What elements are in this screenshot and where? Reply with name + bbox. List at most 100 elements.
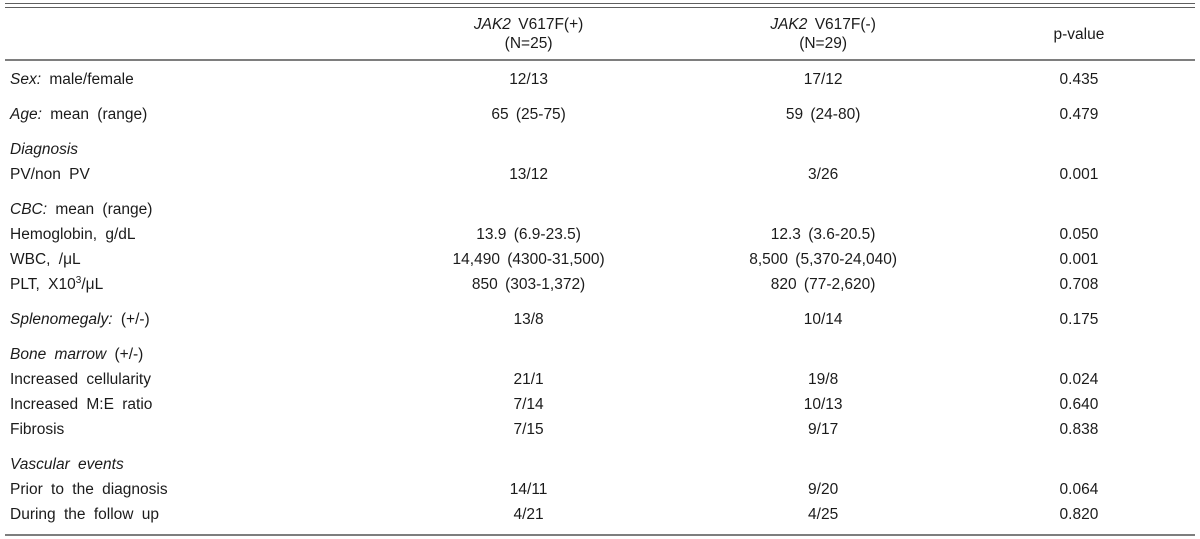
table-row-hemoglobin: Hemoglobin, g/dL 13.9 (6.9-23.5) 12.3 (3… — [5, 222, 1195, 247]
value-jak2-negative: 17/12 — [803, 71, 843, 88]
value-jak2-negative: 8,500 (5,370-24,040) — [749, 251, 897, 268]
table-body: Sex: male/female 12/13 17/12 0.435 Age: … — [5, 61, 1195, 534]
value-pvalue: 0.175 — [1059, 311, 1099, 328]
header-jak2-negative-n: (N=29) — [799, 35, 847, 52]
value-jak2-positive — [374, 452, 683, 477]
gene-name-italic: JAK2 — [770, 16, 808, 33]
table-header-row: JAK2 V617F(+) (N=25) JAK2 V617F(-) (N=29… — [5, 8, 1195, 59]
value-jak2-positive: 21/1 — [513, 371, 544, 388]
value-pvalue: 0.838 — [1059, 421, 1099, 438]
row-label: Prior to the diagnosis — [5, 477, 374, 502]
table-row-prior-to-diagnosis: Prior to the diagnosis 14/11 9/20 0.064 — [5, 477, 1195, 502]
row-label: PV/non PV — [5, 162, 374, 187]
value-jak2-negative: 9/20 — [808, 481, 839, 498]
value-jak2-positive: 13/12 — [509, 166, 548, 183]
value-pvalue: 0.001 — [1059, 251, 1099, 268]
row-label: WBC, /μL — [5, 247, 374, 272]
row-label-text: mean (range) — [47, 201, 153, 218]
value-pvalue — [963, 342, 1195, 367]
value-jak2-negative — [683, 137, 963, 162]
row-label-italic: Diagnosis — [10, 141, 79, 158]
header-jak2-negative-title: JAK2 V617F(-) — [683, 15, 963, 34]
value-jak2-positive: 13.9 (6.9-23.5) — [476, 226, 581, 243]
value-pvalue — [963, 137, 1195, 162]
table-row-splenomegaly: Splenomegaly: (+/-) 13/8 10/14 0.175 — [5, 307, 1195, 332]
row-label: Increased cellularity — [5, 367, 374, 392]
value-jak2-negative: 9/17 — [808, 421, 839, 438]
value-jak2-positive: 850 (303-1,372) — [471, 276, 586, 293]
row-label-text: PLT, X10 — [10, 276, 76, 293]
value-jak2-positive: 12/13 — [509, 71, 548, 88]
value-jak2-positive: 14/11 — [509, 481, 548, 498]
value-jak2-negative: 3/26 — [808, 166, 839, 183]
value-pvalue: 0.064 — [1059, 481, 1099, 498]
value-jak2-positive — [374, 342, 683, 367]
value-pvalue: 0.708 — [1059, 276, 1099, 293]
row-label-text: (+/-) — [106, 346, 144, 363]
value-jak2-positive: 65 (25-75) — [491, 106, 566, 123]
row-label: CBC: mean (range) — [5, 197, 374, 222]
value-jak2-negative: 19/8 — [808, 371, 839, 388]
row-label-italic: Splenomegaly: — [10, 311, 113, 328]
value-pvalue: 0.001 — [1059, 166, 1099, 183]
gene-name-italic: JAK2 — [473, 16, 511, 33]
header-pvalue: p-value — [1053, 25, 1105, 43]
table-row-age: Age: mean (range) 65 (25-75) 59 (24-80) … — [5, 102, 1195, 127]
value-jak2-negative: 10/14 — [803, 311, 843, 328]
table-row-diagnosis-header: Diagnosis — [5, 137, 1195, 162]
table-bottom-rule — [5, 534, 1195, 536]
row-label-text: male/female — [41, 71, 134, 88]
table-row-plt: PLT, X103/μL 850 (303-1,372) 820 (77-2,6… — [5, 272, 1195, 297]
value-pvalue: 0.640 — [1059, 396, 1099, 413]
row-label-text: mean (range) — [41, 106, 148, 123]
row-label-text: Increased M:E ratio — [10, 396, 153, 413]
row-label: Diagnosis — [5, 137, 374, 162]
row-label-italic: Sex: — [10, 71, 42, 88]
row-label-italic: Bone marrow — [10, 346, 107, 363]
table-row-vascular-events-header: Vascular events — [5, 452, 1195, 477]
row-label-text: PV/non PV — [10, 166, 90, 183]
row-label-text: Prior to the diagnosis — [10, 481, 168, 498]
row-label-italic: CBC: — [10, 201, 48, 218]
value-pvalue: 0.024 — [1059, 371, 1099, 388]
value-jak2-negative: 820 (77-2,620) — [770, 276, 876, 293]
value-jak2-positive — [374, 137, 683, 162]
row-label-text: During the follow up — [10, 506, 159, 523]
header-jak2-positive: JAK2 V617F(+) (N=25) — [374, 15, 683, 53]
value-jak2-negative: 59 (24-80) — [785, 106, 861, 123]
table-row-increased-cellularity: Increased cellularity 21/1 19/8 0.024 — [5, 367, 1195, 392]
value-jak2-negative — [683, 197, 963, 222]
row-label: PLT, X103/μL — [5, 272, 374, 297]
value-jak2-negative: 12.3 (3.6-20.5) — [770, 226, 876, 243]
mutation-label: V617F(-) — [807, 16, 876, 33]
row-label: Age: mean (range) — [5, 102, 374, 127]
value-jak2-positive — [374, 197, 683, 222]
row-label-text: WBC, /μL — [10, 251, 81, 268]
value-jak2-positive: 4/21 — [513, 506, 544, 523]
value-jak2-positive: 13/8 — [513, 311, 544, 328]
value-jak2-negative: 10/13 — [803, 396, 843, 413]
header-jak2-positive-n: (N=25) — [504, 35, 553, 52]
value-jak2-negative: 4/25 — [808, 506, 839, 523]
table-top-rule — [5, 3, 1195, 8]
header-jak2-positive-title: JAK2 V617F(+) — [374, 15, 683, 34]
row-label: Vascular events — [5, 452, 374, 477]
value-jak2-positive: 7/14 — [513, 396, 544, 413]
row-label-text-after-sup: /μL — [81, 276, 104, 293]
value-pvalue — [963, 197, 1195, 222]
value-pvalue: 0.050 — [1059, 226, 1099, 243]
header-separator-rule — [5, 59, 1195, 61]
table-row-cbc-header: CBC: mean (range) — [5, 197, 1195, 222]
table-row-fibrosis: Fibrosis 7/15 9/17 0.838 — [5, 417, 1195, 442]
table-row-sex: Sex: male/female 12/13 17/12 0.435 — [5, 67, 1195, 92]
table-row-wbc: WBC, /μL 14,490 (4300-31,500) 8,500 (5,3… — [5, 247, 1195, 272]
row-label-text: (+/-) — [112, 311, 150, 328]
row-label-superscript: 3 — [75, 274, 82, 286]
row-label-text: Increased cellularity — [10, 371, 151, 388]
header-jak2-negative: JAK2 V617F(-) (N=29) — [683, 15, 963, 53]
value-jak2-negative — [683, 342, 963, 367]
row-label: Increased M:E ratio — [5, 392, 374, 417]
row-label: Bone marrow (+/-) — [5, 342, 374, 367]
row-label: Sex: male/female — [5, 67, 374, 92]
